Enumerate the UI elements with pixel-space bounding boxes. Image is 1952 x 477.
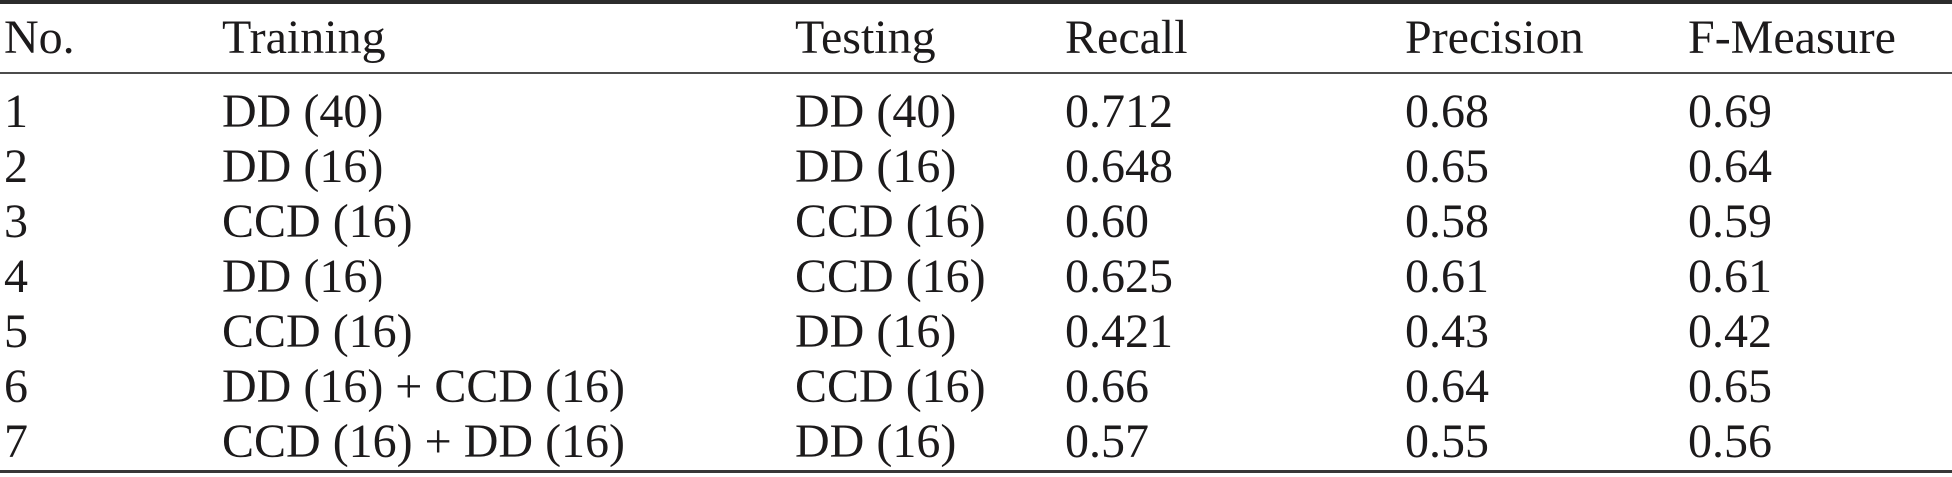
- cell-precision: 0.58: [1405, 194, 1489, 248]
- table-body: 1 DD (40) DD (40) 0.712 0.68 0.69 2 DD (16) DD (…: [0, 84, 1952, 469]
- column-header-testing: Testing: [795, 11, 936, 64]
- cell-training: DD (40): [222, 84, 384, 138]
- column-header-f_measure: F-Measure: [1688, 11, 1896, 64]
- cell-f_measure: 0.65: [1688, 359, 1772, 413]
- cell-recall: 0.66: [1065, 359, 1149, 413]
- cell-recall: 0.625: [1065, 249, 1173, 303]
- column-header-no: No.: [4, 11, 75, 64]
- cell-training: CCD (16): [222, 304, 413, 358]
- header-rule: [0, 72, 1952, 74]
- cell-testing: CCD (16): [795, 249, 986, 303]
- table-row: 5 CCD (16) DD (16) 0.421 0.43 0.42: [0, 304, 1952, 359]
- cell-recall: 0.421: [1065, 304, 1173, 358]
- cell-recall: 0.712: [1065, 84, 1173, 138]
- table-row: 1 DD (40) DD (40) 0.712 0.68 0.69: [0, 84, 1952, 139]
- cell-precision: 0.64: [1405, 359, 1489, 413]
- column-header-recall: Recall: [1065, 11, 1188, 64]
- cell-recall: 0.648: [1065, 139, 1173, 193]
- cell-training: DD (16): [222, 139, 384, 193]
- cell-f_measure: 0.56: [1688, 414, 1772, 468]
- bottom-rule: [0, 470, 1952, 473]
- cell-precision: 0.43: [1405, 304, 1489, 358]
- cell-training: DD (16) + CCD (16): [222, 359, 626, 413]
- table-row: 4 DD (16) CCD (16) 0.625 0.61 0.61: [0, 249, 1952, 304]
- cell-no: 6: [4, 359, 28, 413]
- cell-training: CCD (16): [222, 194, 413, 248]
- column-header-training: Training: [222, 11, 386, 64]
- cell-precision: 0.55: [1405, 414, 1489, 468]
- table-header-row: No. Training Testing Recall Precision F-Measu…: [0, 4, 1952, 72]
- cell-no: 3: [4, 194, 28, 248]
- cell-no: 1: [4, 84, 28, 138]
- table-row: 7 CCD (16) + DD (16) DD (16) 0.57 0.55 0.56: [0, 414, 1952, 469]
- cell-f_measure: 0.61: [1688, 249, 1772, 303]
- cell-testing: DD (16): [795, 139, 957, 193]
- top-rule: [0, 0, 1952, 4]
- column-header-precision: Precision: [1405, 11, 1584, 64]
- cell-training: CCD (16) + DD (16): [222, 414, 626, 468]
- cell-f_measure: 0.69: [1688, 84, 1772, 138]
- cell-training: DD (16): [222, 249, 384, 303]
- cell-f_measure: 0.42: [1688, 304, 1772, 358]
- cell-no: 2: [4, 139, 28, 193]
- cell-no: 4: [4, 249, 28, 303]
- cell-testing: DD (16): [795, 414, 957, 468]
- cell-testing: DD (40): [795, 84, 957, 138]
- cell-testing: CCD (16): [795, 359, 986, 413]
- cell-testing: DD (16): [795, 304, 957, 358]
- table-row: 3 CCD (16) CCD (16) 0.60 0.58 0.59: [0, 194, 1952, 249]
- cell-recall: 0.60: [1065, 194, 1149, 248]
- cell-f_measure: 0.64: [1688, 139, 1772, 193]
- table-row: 6 DD (16) + CCD (16) CCD (16) 0.66 0.64 0.65: [0, 359, 1952, 414]
- table-row: 2 DD (16) DD (16) 0.648 0.65 0.64: [0, 139, 1952, 194]
- cell-precision: 0.68: [1405, 84, 1489, 138]
- cell-precision: 0.65: [1405, 139, 1489, 193]
- cell-no: 7: [4, 414, 28, 468]
- cell-testing: CCD (16): [795, 194, 986, 248]
- cell-recall: 0.57: [1065, 414, 1149, 468]
- cell-no: 5: [4, 304, 28, 358]
- cell-f_measure: 0.59: [1688, 194, 1772, 248]
- cell-precision: 0.61: [1405, 249, 1489, 303]
